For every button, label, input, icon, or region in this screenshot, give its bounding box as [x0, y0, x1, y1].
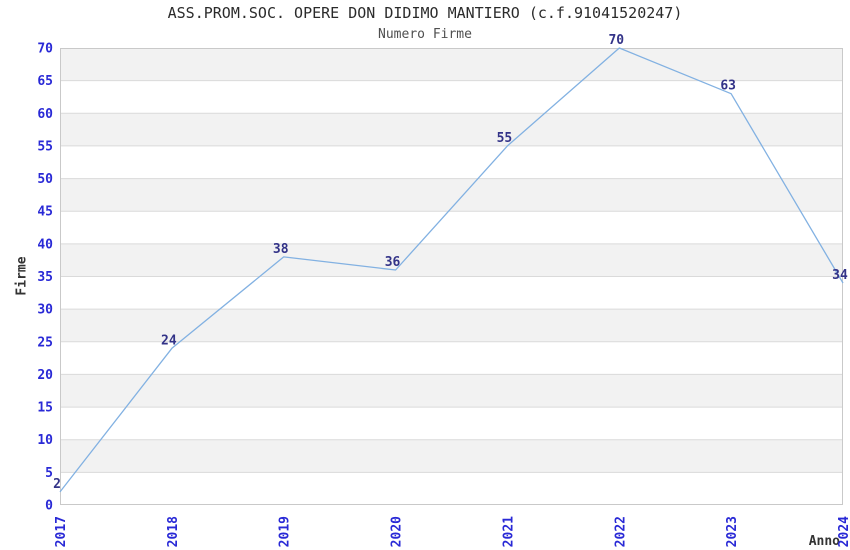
- data-point-label: 38: [273, 242, 289, 257]
- grid-band: [60, 243, 843, 277]
- y-tick-label: 10: [37, 433, 53, 448]
- x-tick-label: 2023: [725, 516, 740, 547]
- y-tick-label: 60: [37, 107, 53, 122]
- x-tick-label: 2022: [613, 516, 628, 547]
- y-tick-label: 35: [37, 270, 53, 285]
- data-point-label: 55: [497, 131, 513, 146]
- x-tick-label: 2021: [501, 516, 516, 547]
- chart-subtitle: Numero Firme: [378, 27, 472, 42]
- x-tick-label: 2017: [54, 516, 69, 547]
- grid-band: [60, 374, 843, 408]
- plot-border: [60, 48, 843, 505]
- y-tick-label: 20: [37, 368, 53, 383]
- grid-band: [60, 48, 843, 81]
- x-axis-title: Anno: [808, 534, 840, 549]
- x-tick-label: 2019: [278, 516, 293, 547]
- data-point-label: 34: [832, 268, 848, 283]
- data-point-label: 63: [720, 79, 736, 94]
- y-tick-label: 25: [37, 335, 53, 350]
- x-tick-label: 2024: [837, 516, 850, 547]
- data-point-label: 70: [608, 33, 624, 48]
- y-tick-label: 70: [37, 42, 53, 57]
- y-tick-label: 5: [45, 466, 53, 481]
- data-point-label: 24: [161, 333, 177, 348]
- series-line: [59, 47, 844, 493]
- y-tick-label: 40: [37, 237, 53, 252]
- y-tick-label: 50: [37, 172, 53, 187]
- grid-band: [60, 439, 843, 473]
- x-tick-label: 2018: [166, 516, 181, 547]
- data-point-label: 36: [385, 255, 401, 270]
- grid-band: [60, 178, 843, 212]
- y-tick-label: 45: [37, 205, 53, 220]
- y-tick-label: 65: [37, 74, 53, 89]
- y-tick-label: 55: [37, 139, 53, 154]
- x-tick-label: 2020: [390, 516, 405, 547]
- grid-band: [60, 113, 843, 146]
- data-point-label: 2: [53, 477, 61, 492]
- y-tick-label: 0: [45, 499, 53, 514]
- chart-title: ASS.PROM.SOC. OPERE DON DIDIMO MANTIERO …: [167, 4, 683, 22]
- y-tick-label: 30: [37, 303, 53, 318]
- grid-band: [60, 309, 843, 342]
- y-tick-label: 15: [37, 401, 53, 416]
